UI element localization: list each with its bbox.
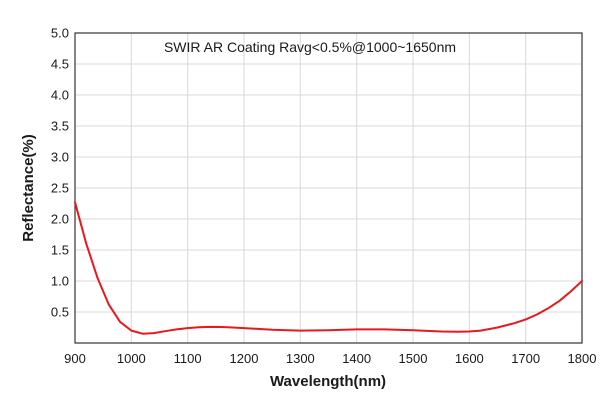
x-tick-label: 1000 bbox=[117, 351, 146, 366]
x-tick-label: 1300 bbox=[286, 351, 315, 366]
y-tick-label: 4.5 bbox=[51, 57, 69, 72]
y-tick-label: 1.0 bbox=[51, 274, 69, 289]
y-tick-label: 2.5 bbox=[51, 181, 69, 196]
y-tick-label: 4.0 bbox=[51, 88, 69, 103]
y-tick-labels: 0.5 1.0 1.5 2.0 2.5 3.0 3.5 4.0 4.5 5.0 bbox=[51, 26, 69, 320]
x-tick-label: 1200 bbox=[230, 351, 259, 366]
x-tick-label: 1700 bbox=[511, 351, 540, 366]
reflectance-line bbox=[74, 201, 583, 335]
x-tick-label: 1100 bbox=[174, 351, 202, 366]
y-tick-label: 5.0 bbox=[51, 26, 69, 41]
y-axis-title: Reflectance(%) bbox=[20, 134, 37, 242]
x-tick-label: 1500 bbox=[399, 351, 428, 366]
chart-title: SWIR AR Coating Ravg<0.5%@1000~1650nm bbox=[164, 39, 456, 55]
plot-frame bbox=[74, 32, 583, 344]
x-axis-title: Wavelength(nm) bbox=[270, 373, 386, 390]
axes bbox=[74, 32, 583, 344]
x-tick-labels: 900 1000 1100 1200 1300 1400 1500 1600 1700 1800 bbox=[64, 351, 596, 366]
y-tick-label: 3.0 bbox=[51, 150, 69, 165]
x-tick-label: 900 bbox=[64, 351, 86, 366]
y-tick-label: 0.5 bbox=[51, 305, 69, 320]
y-tick-label: 3.5 bbox=[51, 119, 69, 134]
x-tick-label: 1600 bbox=[455, 351, 484, 366]
x-tick-label: 1400 bbox=[342, 351, 371, 366]
x-tick-label: 1800 bbox=[568, 351, 597, 366]
y-tick-label: 2.0 bbox=[51, 212, 69, 227]
grid bbox=[75, 33, 582, 343]
series-layer bbox=[74, 201, 583, 335]
y-tick-label: 1.5 bbox=[51, 243, 69, 258]
